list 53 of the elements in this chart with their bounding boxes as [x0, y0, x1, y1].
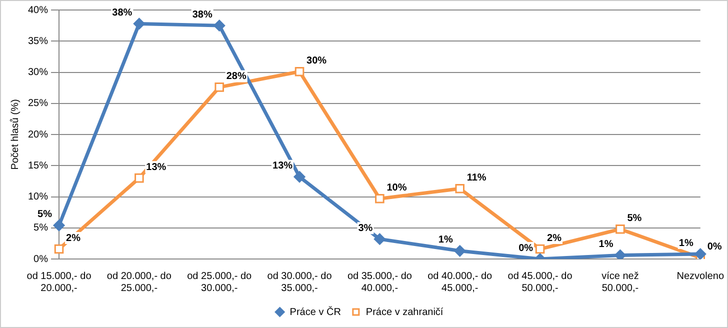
- x-tick-label: od 45.000,- do 50.000,-: [508, 270, 573, 294]
- data-label: 10%: [386, 182, 407, 194]
- legend-label: Práce v zahraničí: [366, 306, 444, 318]
- data-label: 2%: [66, 232, 81, 244]
- point: [374, 233, 386, 245]
- data-label: 1%: [438, 234, 453, 246]
- y-axis-title: Počet hlasů (%): [8, 99, 21, 170]
- point: [454, 245, 466, 257]
- point: [133, 18, 145, 30]
- data-label: 0%: [707, 242, 722, 253]
- y-tick-label: 35%: [28, 36, 48, 47]
- data-label: 13%: [272, 160, 293, 172]
- point: [694, 248, 706, 259]
- data-label: 2%: [547, 232, 562, 244]
- data-label: 5%: [627, 212, 642, 224]
- point: [455, 184, 465, 194]
- data-label: 38%: [112, 7, 132, 18]
- x-tick-label: od 40.000,- do 45.000,-: [428, 270, 493, 294]
- data-label: 13%: [146, 162, 166, 173]
- x-tick-label: od 20.000,- do 25.000,-: [106, 270, 172, 294]
- y-tick-label: 20%: [28, 129, 48, 140]
- data-label: 11%: [466, 172, 486, 184]
- point: [375, 194, 384, 204]
- y-tick-label: 5%: [34, 222, 48, 234]
- x-tick-label: Nezvoleno: [676, 270, 724, 282]
- y-tick-label: 10%: [28, 192, 48, 202]
- x-tick-label: od 15.000,- do 20.000,-: [26, 270, 92, 294]
- y-tick-label: 0%: [34, 254, 48, 265]
- point: [535, 244, 545, 254]
- data-label: 28%: [226, 70, 246, 82]
- data-label: 3%: [358, 222, 373, 234]
- point: [214, 20, 226, 32]
- y-tick-label: 30%: [28, 67, 48, 78]
- data-label: 38%: [192, 9, 212, 20]
- x-tick-label: od 25.000,- do 30.000,-: [187, 270, 252, 294]
- point: [214, 82, 224, 92]
- y-tick-label: 40%: [28, 4, 48, 16]
- data-label: 30%: [306, 55, 327, 66]
- data-label: 0%: [518, 242, 534, 254]
- point: [294, 171, 306, 183]
- x-tick-label: více než 50.000,-: [602, 270, 639, 294]
- y-tick-label: 25%: [28, 98, 48, 110]
- point: [54, 244, 64, 254]
- x-tick-label: od 35.000,- do 40.000,-: [347, 270, 412, 294]
- point: [614, 250, 626, 259]
- data-label: 1%: [678, 238, 694, 249]
- legend-label: Práce v ČR: [290, 306, 341, 318]
- point: [616, 224, 625, 234]
- point: [53, 220, 65, 232]
- data-label: 1%: [598, 239, 614, 250]
- point: [134, 173, 144, 183]
- x-tick-label: od 30.000,- do 35.000,-: [267, 270, 332, 294]
- y-tick-label: 15%: [28, 160, 48, 172]
